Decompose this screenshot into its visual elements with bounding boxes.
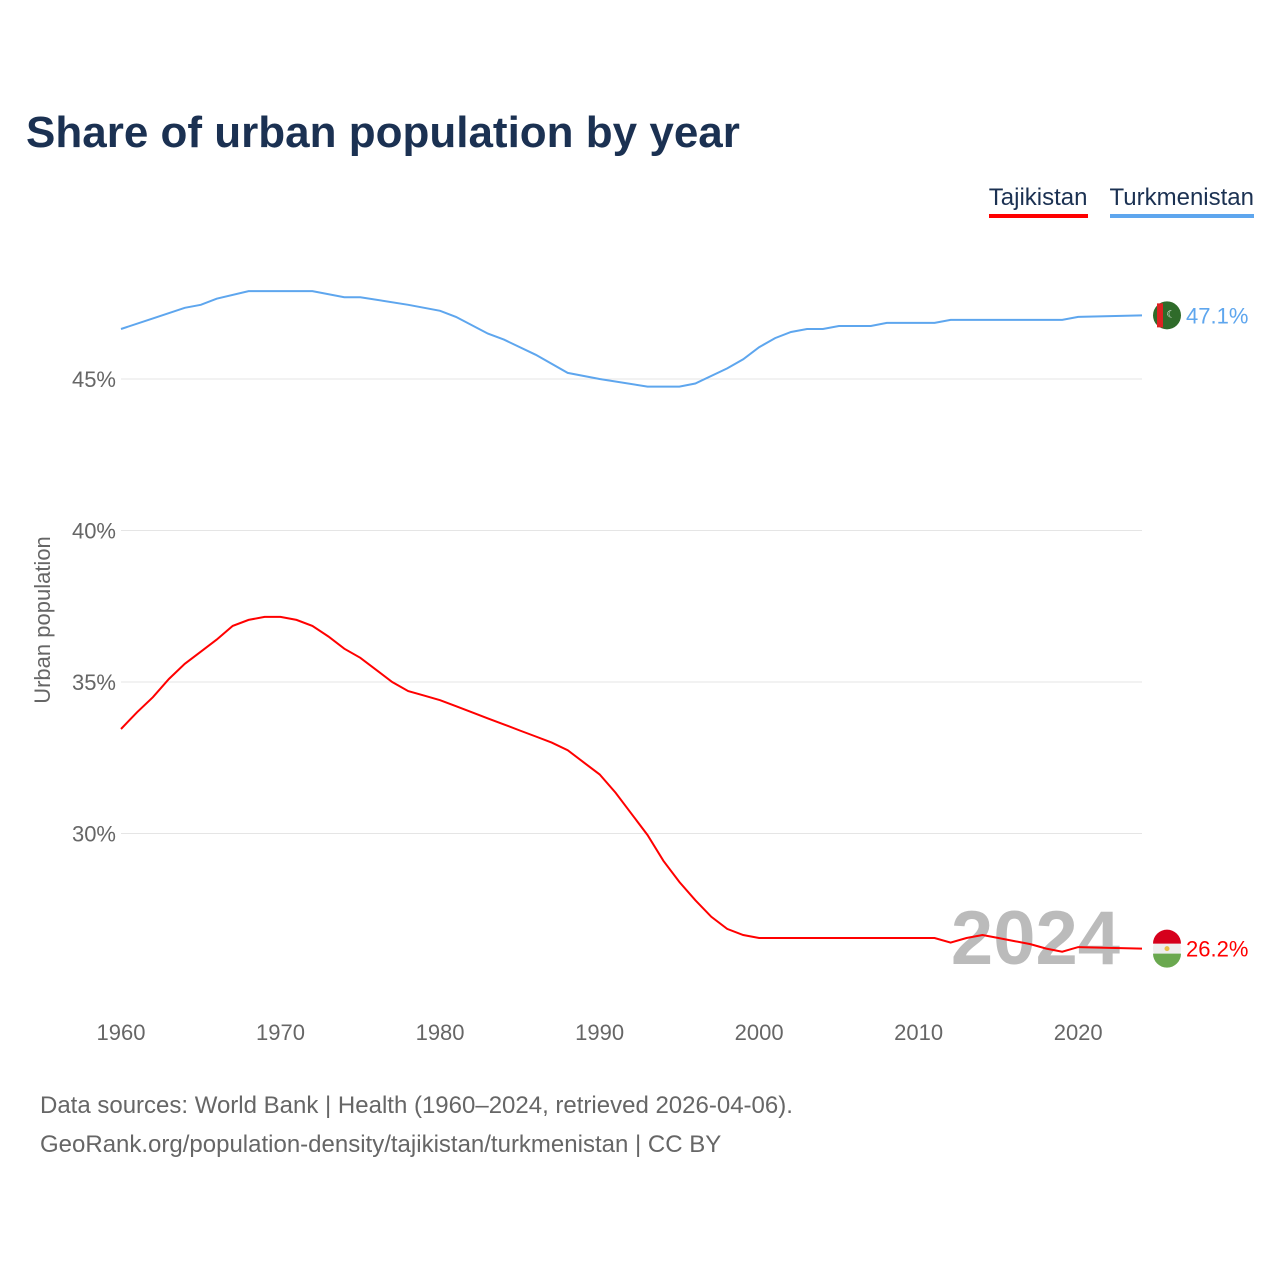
- x-tick-label: 1980: [416, 1020, 465, 1045]
- flag-stripe: [1157, 303, 1163, 328]
- end-value-label: 47.1%: [1186, 303, 1248, 328]
- chart-title: Share of urban population by year: [26, 108, 740, 157]
- x-tick-label: 1970: [256, 1020, 305, 1045]
- year-label: 2024: [951, 896, 1120, 981]
- flag-crescent: ☾: [1167, 309, 1176, 320]
- flag-stripe: [1153, 953, 1181, 968]
- series-line-tajikistan: [120, 615, 1143, 953]
- y-tick-label: 45%: [72, 367, 116, 392]
- footer: Data sources: World Bank | Health (1960–…: [40, 1086, 793, 1164]
- y-tick-label: 30%: [72, 822, 116, 847]
- x-tick-label: 2010: [894, 1020, 943, 1045]
- x-tick-label: 2020: [1054, 1020, 1103, 1045]
- end-value-label: 26.2%: [1186, 937, 1248, 962]
- flag-stripe: [1153, 929, 1181, 944]
- y-axis-label: Urban population: [30, 536, 55, 704]
- legend-item-turkmenistan[interactable]: Turkmenistan: [1109, 184, 1254, 218]
- y-tick-label: 40%: [72, 519, 116, 544]
- series-line-turkmenistan: [120, 290, 1143, 388]
- y-tick-label: 35%: [72, 670, 116, 695]
- x-tick-label: 1960: [97, 1020, 146, 1045]
- x-tick-label: 1990: [575, 1020, 624, 1045]
- legend-item-tajikistan[interactable]: Tajikistan: [988, 184, 1088, 218]
- legend: Tajikistan Turkmenistan: [988, 184, 1254, 218]
- source-link[interactable]: GeoRank.org/population-density/tajikista…: [40, 1131, 722, 1158]
- x-tick-label: 2000: [735, 1020, 784, 1045]
- flag-crown: [1164, 946, 1170, 952]
- data-sources: Data sources: World Bank | Health (1960–…: [40, 1092, 793, 1119]
